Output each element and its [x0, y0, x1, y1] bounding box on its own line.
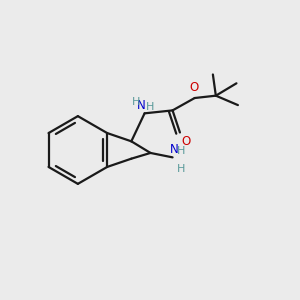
Text: H: H [146, 102, 154, 112]
Text: H: H [132, 97, 140, 107]
Text: H: H [177, 146, 186, 156]
Text: N: N [169, 143, 178, 156]
Text: O: O [189, 81, 199, 94]
Text: O: O [181, 135, 190, 148]
Text: N: N [137, 99, 146, 112]
Text: H: H [177, 164, 185, 174]
